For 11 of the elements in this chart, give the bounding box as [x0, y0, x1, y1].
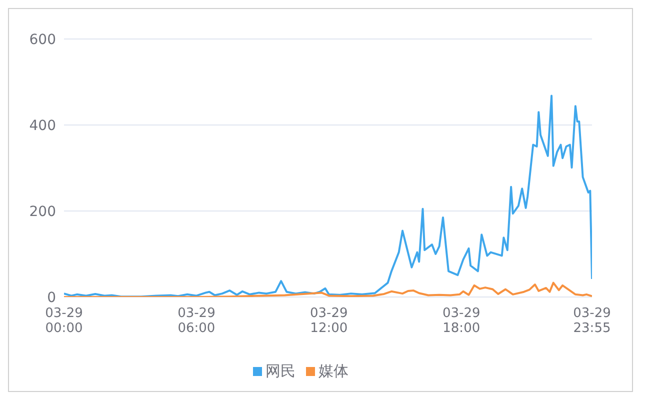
- x-tick-label: 03-29 12:00: [310, 306, 348, 336]
- x-tick-label: 03-29 00:00: [45, 306, 83, 336]
- legend-label: 网民: [266, 362, 296, 380]
- y-tick-label: 400: [29, 118, 56, 134]
- y-tick-label: 0: [47, 290, 56, 306]
- x-tick-label: 03-29 18:00: [442, 306, 480, 336]
- legend-label: 媒体: [318, 362, 348, 380]
- x-tick-label: 03-29 23:55: [573, 306, 611, 336]
- y-tick-label: 600: [29, 32, 56, 48]
- y-tick-label: 200: [29, 204, 56, 220]
- x-tick-label: 03-29 06:00: [178, 306, 216, 336]
